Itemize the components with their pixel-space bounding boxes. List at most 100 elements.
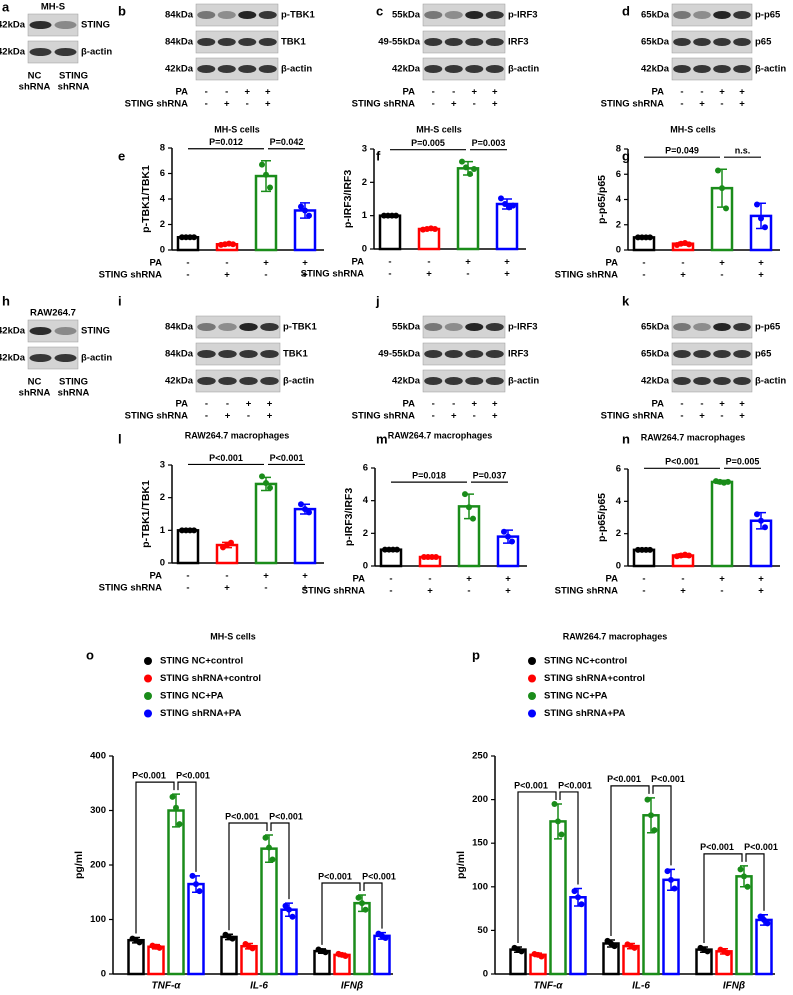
protein-label: p65 (755, 349, 772, 360)
condition-sign: - (473, 99, 476, 110)
category-label: TNF-α (534, 981, 564, 992)
data-point (575, 894, 581, 901)
significance-bracket (652, 785, 672, 866)
lane-label: shRNA (58, 388, 90, 399)
blot-band (197, 323, 216, 331)
condition-label: PA (352, 257, 365, 268)
blot-band (197, 350, 216, 358)
kda-label: 42kDa (0, 353, 26, 364)
data-point (470, 515, 476, 522)
blot-band (197, 11, 216, 19)
significance-bracket (517, 791, 557, 943)
condition-sign: + (758, 574, 764, 585)
data-point (762, 224, 768, 231)
kda-label: 42kDa (0, 47, 26, 58)
condition-label: PA (606, 574, 619, 585)
p-value: P<0.001 (176, 771, 210, 781)
condition-sign: - (432, 399, 435, 410)
p-value: P<0.001 (269, 811, 303, 821)
condition-sign: + (302, 571, 308, 582)
p-value: P<0.001 (225, 811, 259, 821)
legend-marker (144, 692, 152, 700)
p-value: P<0.001 (132, 771, 166, 781)
panel-letter: k (622, 293, 630, 308)
bar (167, 809, 185, 976)
panel-letter: n (622, 431, 630, 446)
blot-strip (27, 40, 79, 64)
protein-label: p-TBK1 (281, 10, 315, 21)
data-point (229, 935, 236, 942)
p-value: P<0.001 (362, 871, 396, 881)
lane-label: NC (28, 377, 42, 388)
data-point (551, 800, 558, 807)
chart-title: RAW264.7 macrophages (388, 430, 493, 440)
p-value: P=0.042 (270, 137, 304, 147)
blot-band (29, 48, 52, 56)
y-tick-label: 6 (363, 463, 368, 474)
data-point (322, 949, 329, 956)
data-point (266, 844, 272, 851)
data-point (571, 888, 578, 895)
data-point (263, 171, 269, 178)
y-tick-label: 3 (362, 144, 367, 155)
data-point (715, 167, 721, 174)
condition-sign: - (225, 87, 228, 98)
condition-sign: - (680, 87, 683, 98)
blot-band (485, 38, 504, 46)
data-point (744, 883, 751, 890)
blot-band (673, 65, 691, 73)
y-tick-label: 0 (160, 245, 165, 256)
data-point (394, 546, 400, 553)
protein-label: β-actin (755, 64, 786, 75)
data-point (306, 212, 312, 219)
condition-sign: - (205, 411, 208, 422)
condition-sign: - (388, 269, 391, 280)
y-tick-label: 4 (616, 496, 622, 507)
condition-sign: + (451, 99, 457, 110)
kda-label: 42kDa (641, 64, 670, 75)
condition-sign: + (265, 87, 271, 98)
condition-label: PA (150, 571, 163, 582)
condition-sign: + (492, 99, 498, 110)
y-tick-label: 4 (616, 194, 622, 205)
condition-sign: - (467, 586, 470, 597)
y-tick-label: 2 (616, 528, 621, 539)
condition-sign: + (699, 99, 705, 110)
protein-label: p-p65 (755, 10, 781, 21)
blot-band (693, 350, 711, 358)
panel-letter: c (376, 3, 383, 18)
condition-sign: - (246, 99, 249, 110)
p-value: P=0.003 (472, 138, 506, 148)
condition-sign: + (267, 411, 273, 422)
p-value: P<0.001 (651, 774, 685, 784)
y-axis-label: pg/ml (73, 851, 85, 879)
y-tick-label: 2 (160, 492, 165, 503)
blot-band (218, 323, 237, 331)
y-tick-label: 4 (363, 495, 369, 506)
blot-band (465, 350, 484, 358)
condition-sign: + (739, 399, 745, 410)
p-value: P<0.001 (700, 842, 734, 852)
condition-sign: - (186, 270, 189, 281)
protein-label: p-p65 (755, 322, 781, 333)
bar (176, 529, 200, 565)
blot-strip (195, 30, 279, 54)
legend-marker (528, 692, 536, 700)
p-value: P<0.001 (607, 774, 641, 784)
blot-band (673, 38, 691, 46)
blot-band (260, 323, 279, 331)
panel-letter: e (118, 148, 125, 163)
p-value: P=0.005 (411, 138, 445, 148)
p-value: P<0.001 (558, 780, 592, 790)
blot-band (673, 11, 691, 19)
blot-band (733, 38, 751, 46)
condition-sign: + (465, 257, 471, 268)
condition-label: STING shRNA (302, 586, 365, 597)
protein-label: β-actin (281, 64, 312, 75)
kda-label: 65kDa (641, 37, 670, 48)
blot-band (258, 65, 277, 73)
kda-label: 65kDa (641, 322, 670, 333)
condition-label: PA (606, 258, 619, 269)
y-tick-label: 200 (472, 794, 488, 805)
